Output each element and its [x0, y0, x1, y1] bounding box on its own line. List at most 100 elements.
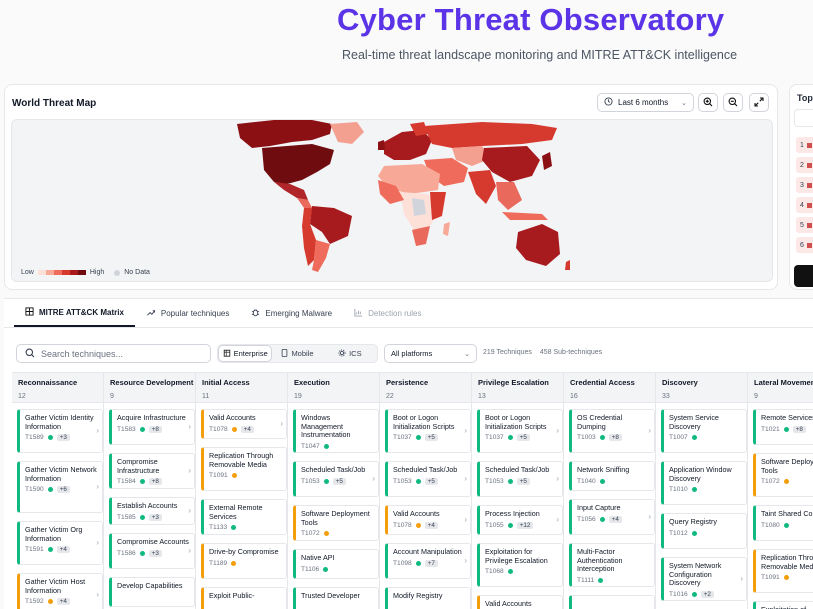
technique-card[interactable]: Boot or Logon Initialization Scripts T103… [385, 409, 471, 453]
tactic-header[interactable]: Privilege Escalation 13 [472, 373, 564, 404]
technique-id: T1583 [117, 425, 136, 433]
technique-card[interactable]: Develop Capabilities [109, 577, 195, 607]
technique-card[interactable]: Multi-Factor Authentication Interception… [569, 543, 655, 587]
technique-card[interactable]: Exploitation for Privilege Escalation T10… [477, 543, 563, 587]
technique-card[interactable]: Establish Accounts T1585 +3 › [109, 497, 195, 525]
technique-card[interactable]: Gather Victim Identity Information T1589 +… [17, 409, 103, 453]
tactic-header[interactable]: Lateral Movement 9 [748, 373, 813, 404]
technique-card[interactable]: Replication Through Removable Media T1091 [753, 549, 813, 593]
chevron-right-icon[interactable]: › [188, 546, 191, 555]
technique-card[interactable]: Scheduled Task/Job T1053 +5 › [477, 461, 563, 497]
chevron-right-icon[interactable]: › [556, 515, 559, 524]
technique-card[interactable]: Valid Accounts [477, 595, 563, 609]
rank-row[interactable]: 5 [796, 217, 813, 233]
technique-card[interactable]: Exploit Public- [201, 587, 287, 609]
technique-card[interactable]: Process Injection T1055 +12 › [477, 505, 563, 535]
chevron-right-icon[interactable]: › [464, 556, 467, 565]
technique-card[interactable]: Application Window Discovery T1010 [661, 461, 747, 505]
fullscreen-button[interactable] [749, 93, 769, 112]
chevron-right-icon[interactable]: › [188, 506, 191, 515]
technique-card[interactable]: Gather Victim Host Information T1592 +4 › [17, 573, 103, 609]
tab-emerging-malware[interactable]: Emerging Malware [240, 299, 343, 327]
technique-card[interactable]: Gather Victim Org Information T1591 +4 › [17, 521, 103, 565]
world-map-svg [237, 120, 570, 272]
technique-card[interactable]: Compromise Infrastructure T1584 +8 › [109, 453, 195, 489]
flag-icon [806, 142, 812, 148]
technique-card[interactable]: Query Registry T1012 [661, 513, 747, 549]
chevron-right-icon[interactable]: › [188, 466, 191, 475]
technique-card[interactable]: Acquire Infrastructure T1583 +8 › [109, 409, 195, 445]
technique-card[interactable]: Valid Accounts T1078 +4 › [385, 505, 471, 535]
period-select[interactable]: Last 6 months ⌄ [597, 93, 694, 112]
technique-card[interactable]: Scheduled Task/Job T1053 +5 › [293, 461, 379, 497]
technique-card[interactable]: External Remote Services T1133 [201, 499, 287, 535]
technique-search-input[interactable]: Search techniques... [16, 344, 211, 363]
chevron-right-icon[interactable]: › [464, 426, 467, 435]
chevron-right-icon[interactable]: › [648, 512, 651, 521]
technique-card[interactable]: Windows Management Instrumentation T1047 [293, 409, 379, 453]
map-region-andes [302, 208, 316, 266]
technique-card[interactable]: Modify Registry [385, 587, 471, 609]
tactic-header[interactable]: Execution 19 [288, 373, 380, 404]
technique-card[interactable]: OS Credential Dumping T1003 +8 › [569, 409, 655, 453]
chevron-right-icon[interactable]: › [464, 515, 467, 524]
chevron-right-icon[interactable]: › [280, 419, 283, 428]
chevron-right-icon[interactable]: › [96, 590, 99, 599]
technique-card[interactable]: Replication Through Removable Media T1091 [201, 447, 287, 491]
technique-card[interactable]: Gather Victim Network Information T1590 +6… [17, 461, 103, 513]
rank-row[interactable]: 6 [796, 237, 813, 253]
technique-card[interactable]: Network Sniffing T1040 [569, 461, 655, 491]
chevron-right-icon[interactable]: › [464, 474, 467, 483]
rank-row[interactable]: 3 [796, 177, 813, 193]
zoom-out-button[interactable] [723, 93, 743, 112]
technique-card[interactable]: Trusted Developer [293, 587, 379, 609]
tactic-header[interactable]: Reconnaissance 12 [12, 373, 104, 404]
technique-card[interactable] [569, 595, 655, 609]
rank-row[interactable]: 1 [796, 137, 813, 153]
technique-card[interactable]: Native API T1106 [293, 549, 379, 579]
chevron-right-icon[interactable]: › [556, 474, 559, 483]
chevron-right-icon[interactable]: › [96, 482, 99, 491]
subtechnique-badge: +5 [332, 477, 346, 485]
chevron-right-icon[interactable]: › [372, 474, 375, 483]
side-panel-button[interactable] [794, 265, 813, 287]
chevron-right-icon[interactable]: › [188, 422, 191, 431]
subtechnique-badge: +12 [516, 521, 534, 529]
tactic-header[interactable]: Credential Access 16 [564, 373, 656, 404]
technique-card[interactable]: Software Deployment Tools T1072 [293, 505, 379, 541]
chevron-right-icon[interactable]: › [648, 426, 651, 435]
segment-mobile[interactable]: Mobile [271, 346, 323, 361]
technique-card[interactable]: Valid Accounts T1078 +4 › [201, 409, 287, 439]
chevron-right-icon[interactable]: › [556, 426, 559, 435]
tactic-header[interactable]: Initial Access 11 [196, 373, 288, 404]
world-map[interactable]: Low High No Data [11, 119, 773, 282]
technique-card[interactable]: Account Manipulation T1098 +7 › [385, 543, 471, 579]
chevron-right-icon[interactable]: › [96, 538, 99, 547]
technique-card[interactable]: Software Deployment Tools T1072 [753, 453, 813, 497]
technique-card[interactable]: Taint Shared Content T1080 [753, 505, 813, 541]
segment-enterprise[interactable]: Enterprise [219, 346, 272, 361]
technique-card[interactable]: System Service Discovery T1007 [661, 409, 747, 453]
tab-mitre-matrix[interactable]: MITRE ATT&CK Matrix [14, 299, 135, 327]
technique-card[interactable]: Input Capture T1056 +4 › [569, 499, 655, 535]
chevron-right-icon[interactable]: › [96, 426, 99, 435]
technique-card[interactable]: Exploitation of [753, 601, 813, 609]
technique-card[interactable]: System Network Configuration Discovery T1… [661, 557, 747, 601]
map-legend: Low High No Data [21, 269, 150, 276]
segment-ics[interactable]: ICS [324, 346, 376, 361]
technique-card[interactable]: Compromise Accounts T1586 +3 › [109, 533, 195, 569]
rank-row[interactable]: 2 [796, 157, 813, 173]
technique-card[interactable]: Boot or Logon Initialization Scripts T103… [477, 409, 563, 453]
tactic-header[interactable]: Persistence 22 [380, 373, 472, 404]
tab-popular-techniques[interactable]: Popular techniques [135, 299, 241, 327]
rank-row[interactable]: 4 [796, 197, 813, 213]
platform-select[interactable]: All platforms ⌄ [384, 344, 477, 363]
technique-card[interactable]: Scheduled Task/Job T1053 +5 › [385, 461, 471, 497]
technique-card[interactable]: Drive-by Compromise T1189 [201, 543, 287, 579]
zoom-in-button[interactable] [698, 93, 718, 112]
tactic-header[interactable]: Discovery 33 [656, 373, 748, 404]
side-search-input[interactable] [794, 109, 813, 127]
tactic-header[interactable]: Resource Development 9 [104, 373, 196, 404]
chevron-right-icon[interactable]: › [740, 574, 743, 583]
